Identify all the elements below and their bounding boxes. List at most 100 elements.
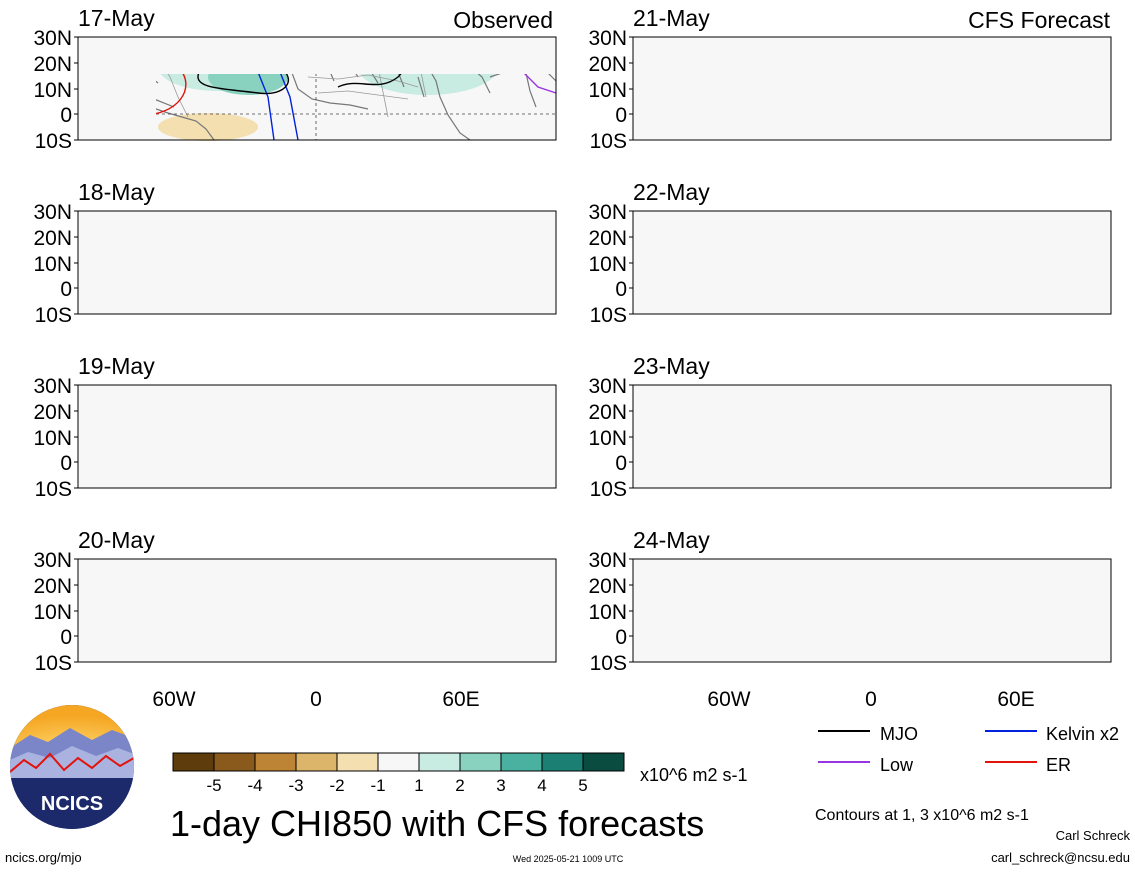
- panel-date: 20-May: [78, 527, 155, 553]
- map-panels: 17-May30N20N10N010S18-May30N20N10N010S19…: [33, 5, 1112, 675]
- latitude-label: 30N: [588, 201, 627, 224]
- latitude-label: 0: [615, 278, 627, 301]
- footer-email[interactable]: carl_schreck@ncsu.edu: [991, 850, 1130, 865]
- colorbar-swatch: [172, 752, 215, 772]
- panel-date: 23-May: [633, 353, 710, 379]
- latitude-label: 0: [60, 626, 72, 649]
- panel-background: [633, 37, 1111, 140]
- latitude-label: 10N: [588, 253, 627, 276]
- latitude-label: 30N: [33, 375, 72, 398]
- colorbar-swatch: [582, 752, 625, 772]
- footer-author: Carl Schreck: [1056, 828, 1131, 843]
- contour-line: [337, 74, 402, 88]
- contour-line: [258, 74, 275, 141]
- latitude-label: 10N: [33, 253, 72, 276]
- latitude-label: 10N: [588, 601, 627, 624]
- colorbar-swatch: [336, 752, 379, 772]
- latitude-label: 10S: [590, 652, 627, 675]
- coastline: [330, 74, 425, 98]
- panel-background: [78, 559, 556, 662]
- colorbar-swatch: [254, 752, 297, 772]
- coastline: [431, 74, 471, 141]
- country-border: [420, 74, 427, 98]
- colorbar-swatch: [295, 752, 338, 772]
- latitude-label: 30N: [33, 27, 72, 50]
- colorbar-units: x10^6 m2 s-1: [640, 765, 748, 785]
- country-border: [307, 74, 419, 88]
- footer-url[interactable]: ncics.org/mjo: [5, 850, 82, 865]
- longitude-label: 60W: [707, 688, 750, 711]
- contours-note: Contours at 1, 3 x10^6 m2 s-1: [815, 807, 1029, 824]
- latitude-label: 20N: [588, 227, 627, 250]
- contour-legend: MJO Kelvin x2 Low ER Contours at 1, 3 x1…: [815, 724, 1119, 824]
- country-border: [167, 74, 189, 118]
- legend-er-label: ER: [1046, 755, 1071, 775]
- panel-background: [633, 559, 1111, 662]
- latitude-label: 10N: [588, 79, 627, 102]
- coastline: [156, 108, 215, 141]
- colorbar-tick-label: -3: [288, 776, 303, 795]
- panel-background: [78, 385, 556, 488]
- latitude-label: 0: [615, 452, 627, 475]
- forecast-header: CFS Forecast: [968, 7, 1110, 33]
- panel-background: [78, 211, 556, 314]
- figure-title: 1-day CHI850 with CFS forecasts: [170, 803, 704, 844]
- colorbar-swatch: [459, 752, 502, 772]
- latitude-label: 0: [615, 104, 627, 127]
- latitude-label: 10S: [35, 478, 72, 501]
- country-border: [317, 90, 409, 100]
- country-border: [379, 74, 389, 118]
- latitude-label: 10S: [35, 304, 72, 327]
- colorbar: -5 -4 -3 -2 -1 1 2 3 4 5: [172, 752, 625, 795]
- longitude-label: 0: [310, 688, 322, 711]
- coastline: [156, 99, 175, 108]
- latitude-label: 10S: [35, 130, 72, 153]
- panel-background: [78, 37, 556, 140]
- latitude-label: 10S: [35, 652, 72, 675]
- latitude-label: 20N: [588, 575, 627, 598]
- latitude-label: 10N: [33, 79, 72, 102]
- latitude-label: 30N: [588, 27, 627, 50]
- logo-text: NCICS: [41, 793, 103, 815]
- coastline: [525, 74, 537, 108]
- observed-header: Observed: [453, 7, 553, 33]
- coastline: [477, 74, 491, 94]
- latitude-label: 10N: [33, 427, 72, 450]
- contour-line: [280, 74, 299, 141]
- panel-background: [633, 385, 1111, 488]
- latitude-label: 20N: [588, 401, 627, 424]
- anomaly-shading: [158, 113, 258, 141]
- contour-line: [197, 74, 290, 95]
- colorbar-swatch: [418, 752, 461, 772]
- panel-date: 21-May: [633, 5, 710, 31]
- latitude-label: 10N: [588, 427, 627, 450]
- latitude-label: 10N: [33, 601, 72, 624]
- latitude-label: 30N: [33, 201, 72, 224]
- colorbar-tick-label: 4: [537, 776, 546, 795]
- footer-timestamp: Wed 2025-05-21 1009 UTC: [513, 854, 624, 864]
- colorbar-tick-label: -1: [370, 776, 385, 795]
- colorbar-swatch: [500, 752, 543, 772]
- latitude-label: 0: [615, 626, 627, 649]
- colorbar-swatch: [541, 752, 584, 772]
- longitude-label: 60W: [152, 688, 195, 711]
- longitude-label: 60E: [997, 688, 1034, 711]
- coastline: [291, 74, 369, 110]
- latitude-label: 10S: [590, 478, 627, 501]
- colorbar-swatch: [377, 752, 420, 772]
- contour-line: [156, 74, 187, 115]
- colorbar-swatch: [213, 752, 256, 772]
- latitude-label: 0: [60, 104, 72, 127]
- latitude-label: 20N: [33, 401, 72, 424]
- panel-date: 24-May: [633, 527, 710, 553]
- latitude-label: 30N: [33, 549, 72, 572]
- latitude-label: 20N: [588, 53, 627, 76]
- latitude-label: 0: [60, 278, 72, 301]
